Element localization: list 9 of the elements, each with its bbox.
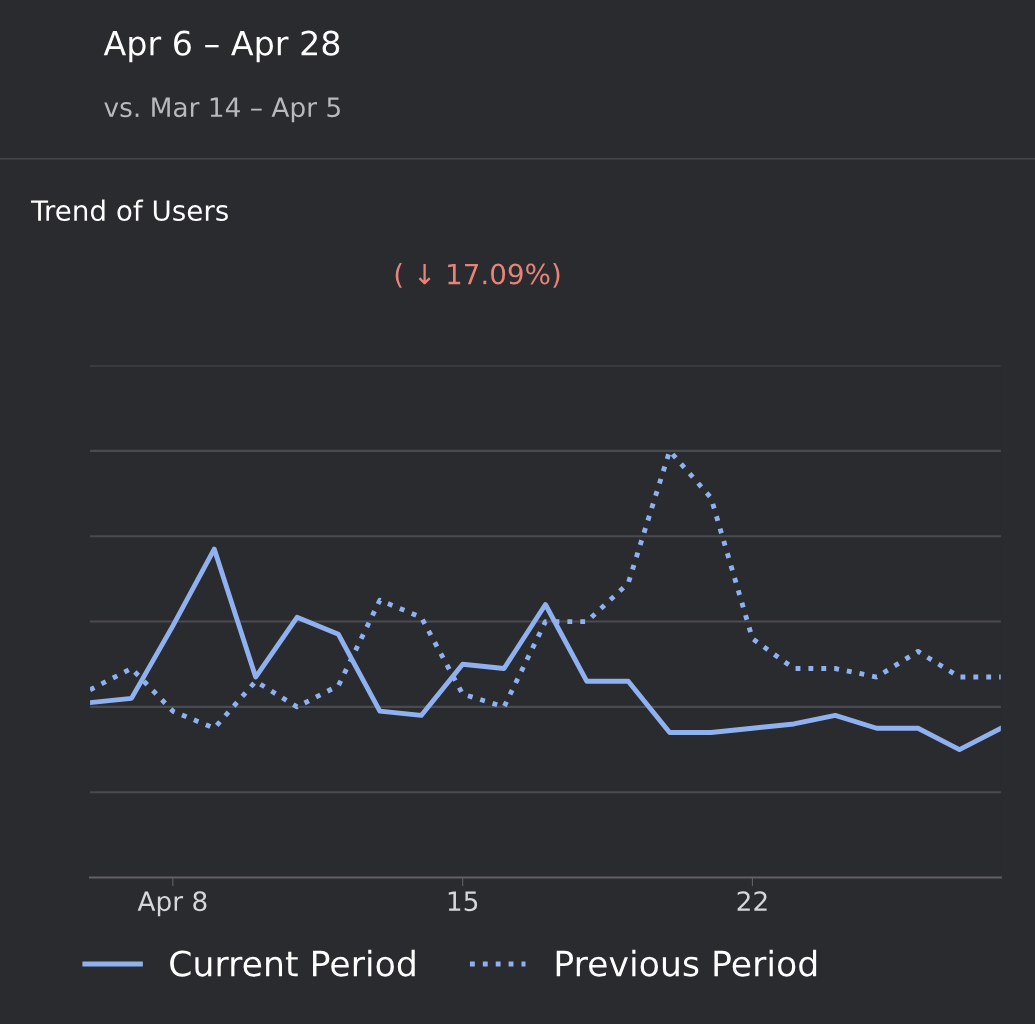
x-tick-label: 22	[737, 891, 767, 911]
text: Trend of Users	[30, 199, 228, 222]
chart-title: Apr 6 – Apr 28	[103, 30, 340, 63]
x-tick-label: Apr 8	[137, 891, 207, 917]
legend-label: Current Period	[170, 949, 415, 977]
chart-subtitle: vs. Mar 14 – Apr 5	[104, 97, 340, 123]
text: ( ↓ 17.09%)	[395, 263, 560, 288]
x-tick-label: 15	[448, 891, 478, 912]
legend-label: Previous Period	[556, 949, 817, 977]
